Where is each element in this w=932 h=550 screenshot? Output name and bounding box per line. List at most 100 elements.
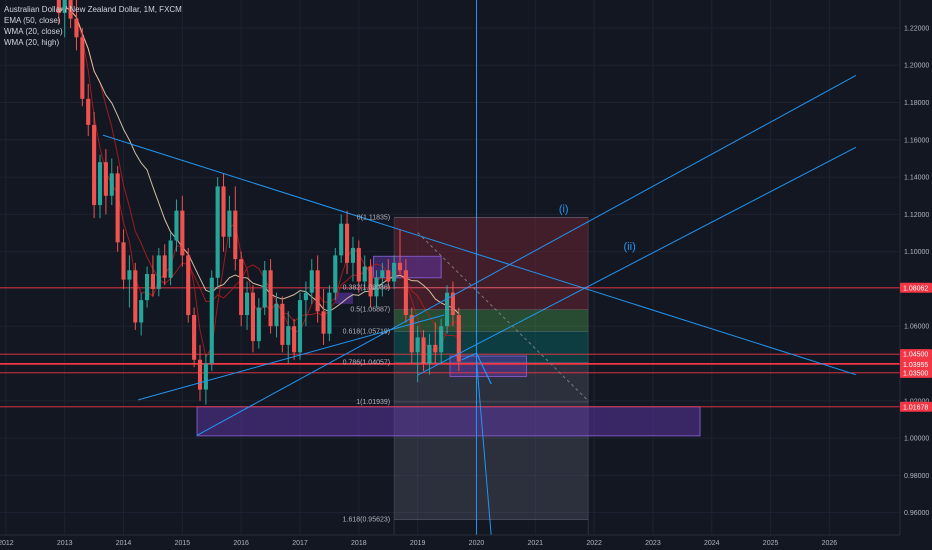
zones (196, 216, 701, 536)
wave-label: (i) (559, 204, 569, 216)
x-tick-label: 2016 (233, 540, 249, 547)
x-tick-label: 2025 (763, 540, 779, 547)
candle-body (268, 270, 273, 327)
candle-body (262, 270, 267, 308)
trendline-ascending-2 (417, 146, 857, 376)
x-tick-label: 2023 (645, 540, 661, 547)
candle-body (345, 223, 350, 263)
candle-body (92, 124, 97, 206)
candle-body (168, 240, 173, 278)
candle-body (180, 210, 185, 256)
fib-label: 0(1.11835) (357, 214, 390, 221)
candle-body (156, 255, 161, 289)
time-axis-bg (0, 535, 932, 550)
candle-body (374, 277, 379, 297)
candle-body (121, 242, 126, 280)
candle-body (203, 363, 208, 390)
x-tick-label: 2022 (586, 540, 602, 547)
x-tick-label: 2018 (351, 540, 367, 547)
price-label-bg (900, 359, 932, 370)
candle-body (56, 0, 61, 14)
demand-zone (196, 406, 701, 437)
x-tick-label: 2014 (116, 540, 132, 547)
x-tick-label: 2017 (292, 540, 308, 547)
trendline-support (138, 314, 445, 401)
candle-body (109, 173, 114, 196)
price-label: 1.04500 (903, 352, 928, 359)
candle-body (192, 315, 197, 360)
candle-body (145, 274, 150, 301)
candle-body (386, 270, 391, 282)
forecast-path (461, 352, 492, 385)
price-axis-bg (900, 0, 932, 550)
fib-label: 0.5(1.06887) (350, 307, 390, 314)
candle-body (139, 300, 144, 323)
y-tick-label: 1.00000 (904, 436, 929, 443)
y-tick-label: 1.06000 (904, 324, 929, 331)
y-tick-label: 1.18000 (904, 100, 929, 107)
candle-body (450, 292, 455, 316)
candle-body (421, 337, 426, 364)
wave-label: (ii) (624, 241, 636, 253)
candles (56, 0, 461, 405)
candle-body (86, 98, 91, 125)
y-tick-label: 1.12000 (904, 212, 929, 219)
candle-body (74, 18, 79, 38)
fib-label: 0.618(1.05719) (343, 328, 390, 335)
candle-body (227, 210, 232, 237)
symbol-title[interactable]: Australian Dollar / New Zealand Dollar, … (4, 5, 182, 14)
price-label: 1.01678 (903, 404, 928, 411)
candle-body (456, 315, 461, 362)
candle-body (339, 223, 344, 256)
candle-body (209, 277, 214, 364)
x-tick-label: 2021 (528, 540, 544, 547)
candle-body (274, 303, 279, 327)
forecast-drop-line (475, 359, 492, 536)
price-label-bg (900, 349, 932, 360)
target-zone (449, 355, 527, 378)
candle-body (356, 247, 361, 282)
candle-body (62, 0, 67, 14)
y-tick-label: 1.14000 (904, 175, 929, 182)
candle-body (280, 303, 285, 345)
annotations: (i) (ii) (559, 204, 636, 253)
candle-body (292, 326, 297, 353)
candle-body (174, 210, 179, 241)
candle-body (303, 292, 308, 301)
y-tick-label: 0.96000 (904, 510, 929, 517)
x-tick-label: 2013 (57, 540, 73, 547)
candle-body (409, 315, 414, 353)
x-tick-label: 2024 (704, 540, 720, 547)
candle-body (133, 270, 138, 323)
levels (0, 287, 900, 408)
candle-body (392, 262, 397, 282)
indicator-wma-close[interactable]: WMA (20, close) (4, 27, 63, 36)
indicator-ema[interactable]: EMA (50, close) (4, 16, 61, 25)
candle-body (368, 266, 373, 297)
indicator-wma-high[interactable]: WMA (20, high) (4, 38, 60, 47)
fib-label: 1.618(0.95623) (343, 517, 390, 524)
x-tick-label: 2026 (822, 540, 838, 547)
candle-body (115, 173, 120, 243)
fib-label: 1(1.01939) (356, 399, 390, 406)
y-tick-label: 1.02000 (904, 398, 929, 405)
candle-body (215, 186, 220, 278)
price-label-bg (900, 282, 932, 293)
price-label-bg (900, 401, 932, 412)
candle-body (321, 311, 326, 334)
grid (0, 0, 900, 535)
y-tick-label: 1.16000 (904, 137, 929, 144)
price-label: 1.08062 (903, 285, 928, 292)
candle-body (97, 162, 103, 206)
candle-body (315, 270, 320, 312)
chart-legend: Australian Dollar / New Zealand Dollar, … (4, 4, 182, 48)
projection-line (417, 232, 589, 402)
candle-body (250, 292, 255, 342)
y-tick-label: 1.22000 (904, 25, 929, 32)
candle-body (327, 292, 332, 334)
candle-body (127, 270, 132, 280)
candle-body (397, 262, 403, 271)
